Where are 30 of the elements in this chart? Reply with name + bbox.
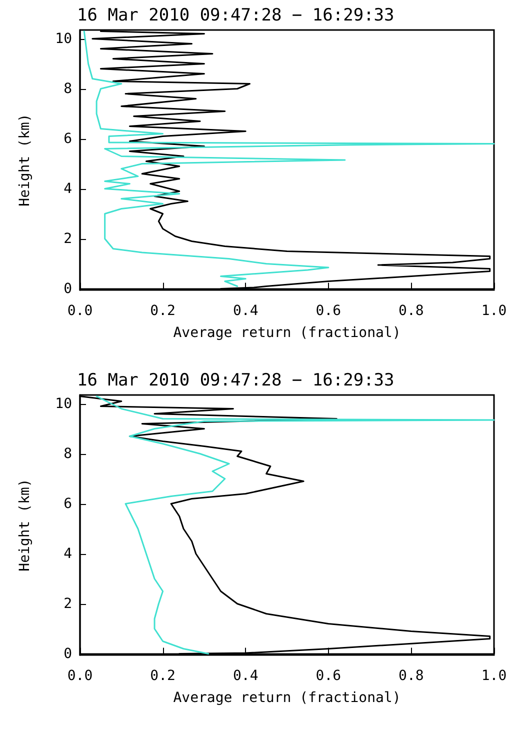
y-tick-label: 10	[55, 30, 72, 47]
chart-title: 16 Mar 2010 09:47:28 − 16:29:33	[77, 370, 394, 390]
y-tick-label: 0	[64, 280, 72, 297]
y-tick-label: 6	[64, 496, 72, 512]
y-tick-label: 8	[64, 80, 72, 97]
y-tick-label: 2	[64, 596, 72, 612]
x-tick-label: 0.6	[316, 303, 342, 319]
x-tick-label: 0.8	[398, 668, 424, 684]
x-axis-title: Average return (fractional)	[173, 690, 401, 706]
x-tick-label: 1.0	[481, 668, 507, 684]
x-tick-label: 1.0	[481, 303, 507, 319]
y-tick-label: 2	[64, 230, 72, 247]
y-tick-label: 4	[64, 546, 72, 562]
y-tick-label: 0	[64, 646, 72, 662]
chart-title: 16 Mar 2010 09:47:28 − 16:29:33	[77, 6, 394, 26]
y-tick-label: 6	[64, 130, 72, 147]
y-tick-label: 4	[64, 180, 72, 197]
y-axis-title: Height (km)	[17, 478, 33, 572]
x-axis-title: Average return (fractional)	[173, 325, 401, 341]
x-tick-label: 0.8	[398, 303, 424, 319]
x-tick-label: 0.6	[316, 668, 342, 684]
y-tick-label: 8	[64, 446, 72, 462]
x-tick-label: 0.0	[67, 668, 93, 684]
x-tick-label: 0.0	[67, 303, 93, 319]
y-axis-title: Height (km)	[17, 114, 33, 206]
y-tick-label: 10	[55, 396, 72, 412]
x-tick-label: 0.4	[232, 668, 258, 684]
x-tick-label: 0.4	[232, 303, 258, 319]
x-tick-label: 0.2	[150, 668, 176, 684]
x-tick-label: 0.2	[150, 303, 176, 319]
